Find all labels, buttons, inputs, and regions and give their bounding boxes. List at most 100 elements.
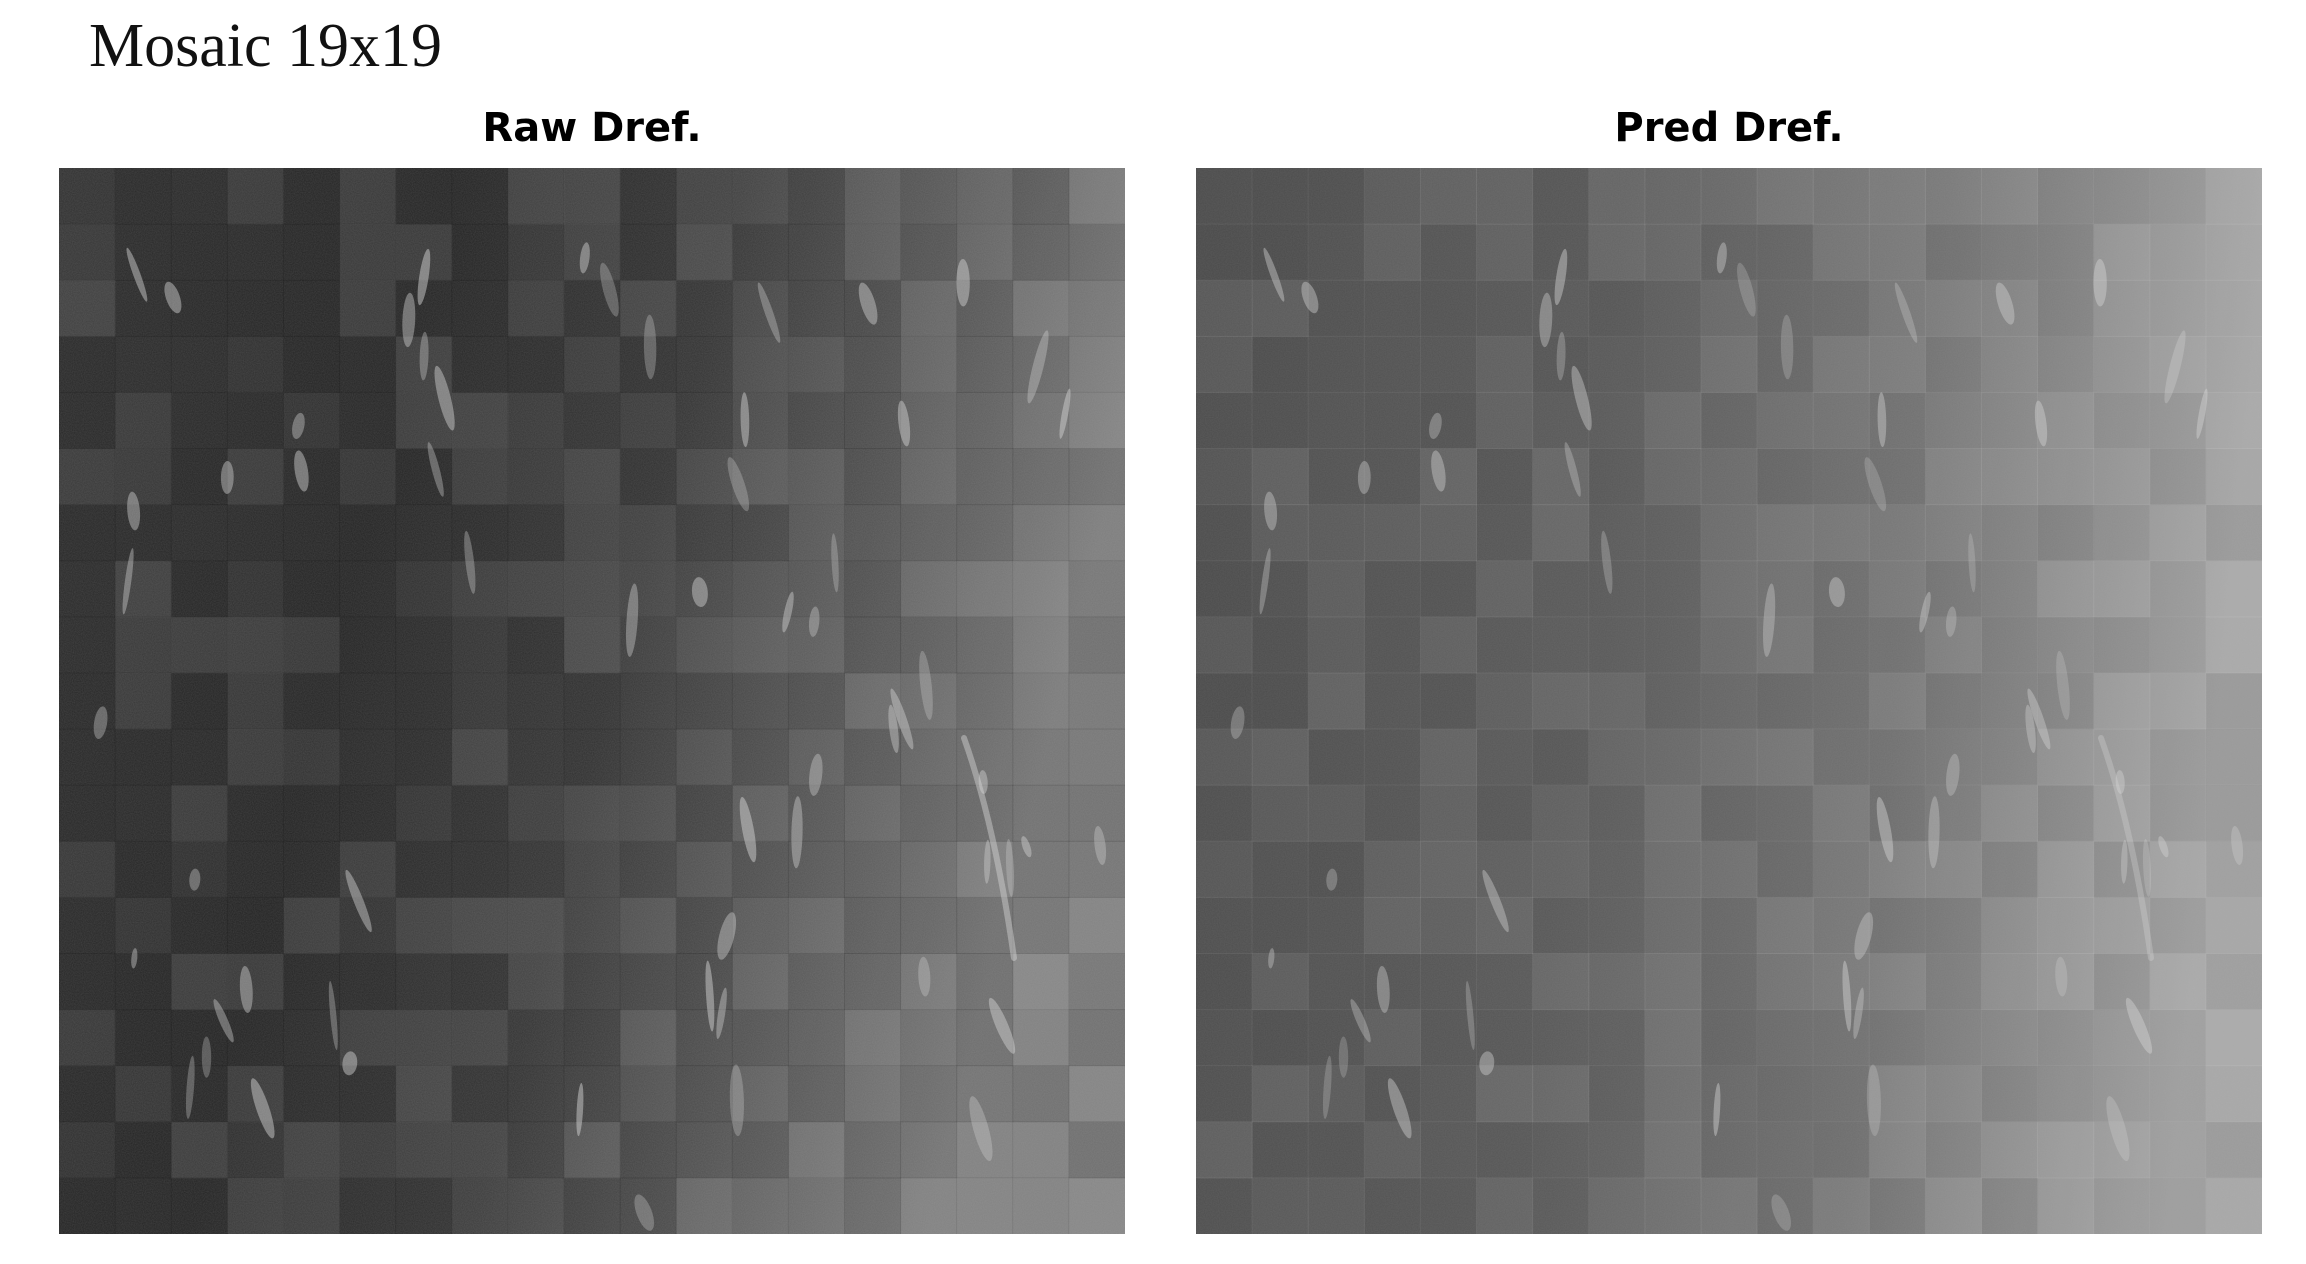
fiber-streak xyxy=(2025,704,2036,754)
fiber-streak xyxy=(1762,583,1776,657)
fiber-streak xyxy=(220,461,234,494)
fiber-streak xyxy=(1737,262,1756,317)
fiber-streak xyxy=(294,450,309,492)
fiber-streak xyxy=(1556,331,1566,381)
fiber-streak xyxy=(2158,836,2169,858)
fiber-streak xyxy=(919,650,933,720)
fiber-streak xyxy=(419,331,429,381)
fiber-streak xyxy=(427,442,444,497)
fiber-streak xyxy=(961,735,1017,961)
fiber-streak xyxy=(1021,836,1032,858)
fiber-streak xyxy=(1716,242,1727,274)
fiber-streak xyxy=(1350,999,1371,1043)
raw-dref-title: Raw Dref. xyxy=(482,105,702,151)
fiber-streak xyxy=(1866,1064,1881,1137)
fiber-streak xyxy=(705,960,715,1032)
fiber-streak xyxy=(782,591,794,633)
fiber-streak xyxy=(625,583,639,657)
fiber-streak xyxy=(1564,442,1581,497)
fiber-streak xyxy=(1780,314,1794,380)
fiber-streak xyxy=(1554,248,1568,306)
fiber-streak xyxy=(1946,753,1960,796)
raw-dref-panel: Raw Dref. xyxy=(59,100,1125,1234)
fiber-streak xyxy=(2125,997,2153,1054)
fiber-streak xyxy=(1322,1055,1332,1119)
fiber-streak xyxy=(1259,548,1271,615)
fiber-streak xyxy=(201,1036,212,1078)
fiber-streak xyxy=(402,292,416,348)
pred-dref-grid xyxy=(1196,168,2262,1234)
raw-dref-grid xyxy=(59,168,1125,1234)
fiber-streak xyxy=(897,400,911,447)
fiber-streak xyxy=(417,248,431,306)
fiber-streak xyxy=(1828,577,1845,608)
fiber-streak xyxy=(808,606,820,637)
fiber-streak xyxy=(918,956,931,997)
fiber-streak xyxy=(1027,330,1049,404)
fiber-streak xyxy=(1357,461,1371,494)
fiber-streak xyxy=(1263,247,1285,302)
fiber-streak xyxy=(1571,365,1592,431)
fiber-streak xyxy=(122,548,134,615)
fiber-streak xyxy=(1919,591,1931,633)
fiber-streak xyxy=(1539,292,1553,348)
pred-dref-streaks xyxy=(1230,242,2244,1231)
fiber-streak xyxy=(239,966,253,1013)
fiber-streak xyxy=(831,533,839,593)
fiber-streak xyxy=(969,1096,993,1162)
raw-dref-mosaic-image xyxy=(59,168,1125,1234)
fiber-streak xyxy=(2093,258,2107,307)
fiber-streak xyxy=(127,491,141,531)
fiber-streak xyxy=(1431,450,1446,492)
fiber-streak xyxy=(740,392,750,448)
fiber-streak xyxy=(185,1055,195,1119)
fiber-streak xyxy=(1005,839,1015,897)
fiber-streak xyxy=(131,948,138,969)
fiber-streak xyxy=(1995,282,2015,325)
fiber-streak xyxy=(1713,1082,1721,1137)
fiber-streak xyxy=(634,1194,655,1231)
fiber-streak xyxy=(1387,1078,1412,1139)
fiber-streak xyxy=(1894,282,1918,343)
fiber-streak xyxy=(888,704,899,754)
fiber-streak xyxy=(1268,948,1275,969)
fiber-streak xyxy=(727,457,750,512)
fiber-streak xyxy=(2034,400,2048,447)
fiber-streak xyxy=(2098,735,2154,961)
fiber-streak xyxy=(2027,688,2051,750)
fiber-streak xyxy=(643,314,657,380)
fiber-streak xyxy=(717,912,737,960)
fiber-streak xyxy=(434,365,455,431)
fiber-streak xyxy=(2115,770,2125,794)
fiber-streak xyxy=(791,796,803,869)
fiber-streak xyxy=(2231,826,2244,865)
fiber-streak xyxy=(1945,606,1957,637)
fiber-streak xyxy=(1842,960,1852,1032)
fiber-streak xyxy=(739,797,757,863)
fiber-streak xyxy=(890,688,914,750)
fiber-streak xyxy=(988,997,1016,1054)
fiber-streak xyxy=(579,242,590,274)
fiber-streak xyxy=(126,247,148,302)
fiber-streak xyxy=(1928,796,1940,869)
fiber-streak xyxy=(984,839,991,884)
fiber-streak xyxy=(691,577,708,608)
fiber-streak xyxy=(2142,839,2152,897)
fiber-streak xyxy=(1479,1051,1495,1076)
fiber-streak xyxy=(576,1082,584,1137)
raw-dref-streaks xyxy=(93,242,1107,1231)
fiber-streak xyxy=(164,281,182,314)
fiber-streak xyxy=(1771,1194,1792,1231)
fiber-streak xyxy=(1482,869,1509,933)
fiber-streak xyxy=(1465,981,1475,1050)
fiber-streak xyxy=(1854,912,1874,960)
fiber-streak xyxy=(1601,530,1613,594)
fiber-streak xyxy=(1264,491,1278,531)
fiber-streak xyxy=(956,258,970,307)
fiber-streak xyxy=(809,753,823,796)
fiber-streak xyxy=(1864,457,1887,512)
fiber-streak xyxy=(1094,826,1107,865)
fiber-streak xyxy=(1301,281,1319,314)
pred-dref-title: Pred Dref. xyxy=(1614,105,1844,151)
fiber-streak xyxy=(978,770,988,794)
